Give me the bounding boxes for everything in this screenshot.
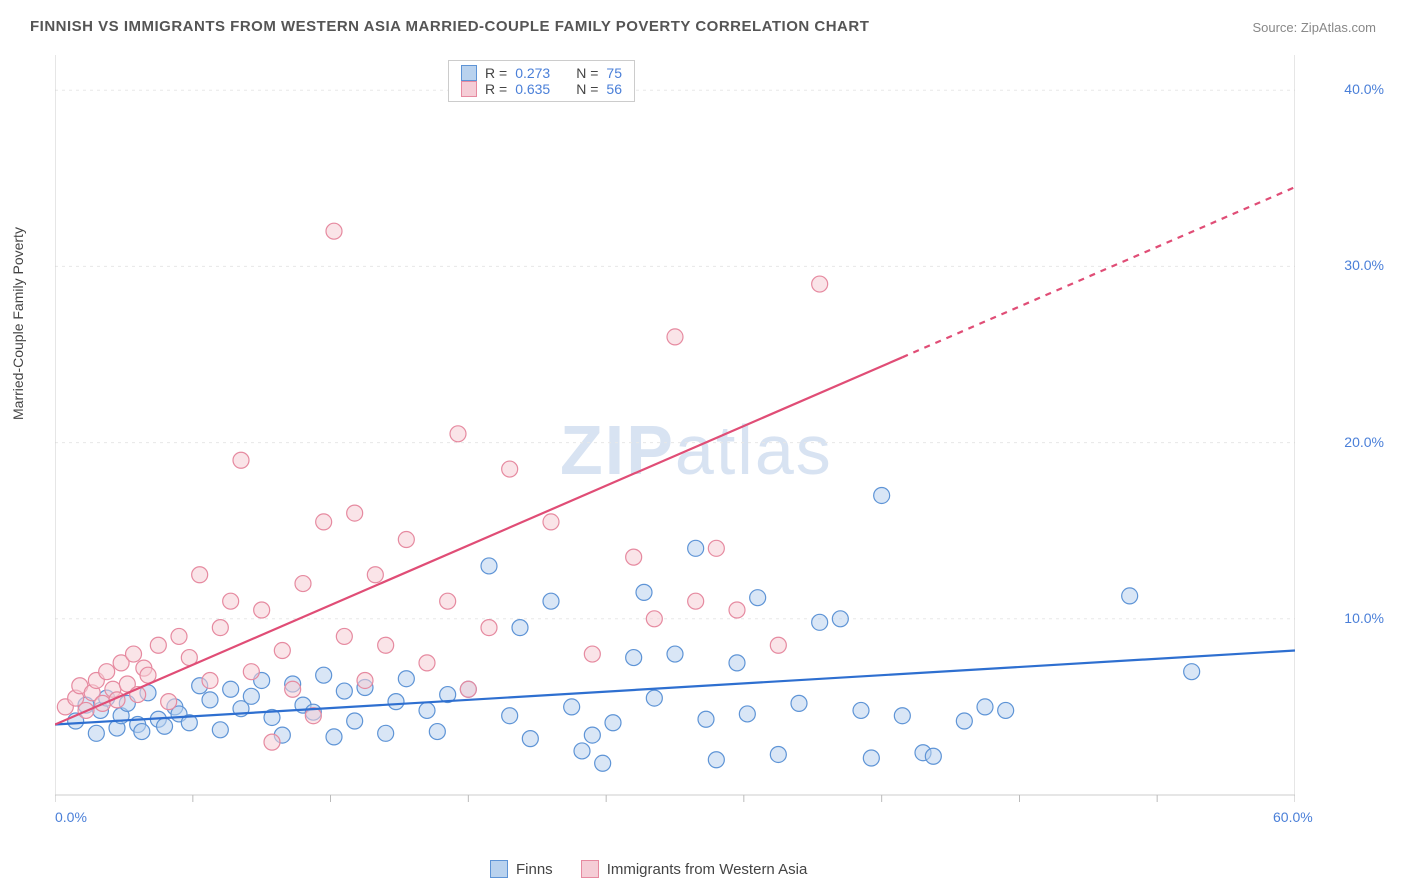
y-tick-label: 10.0%	[1344, 610, 1384, 626]
r-value: 0.635	[515, 81, 550, 97]
y-tick-label: 30.0%	[1344, 257, 1384, 273]
x-tick-label: 60.0%	[1273, 809, 1313, 825]
n-label: N =	[576, 65, 598, 81]
source-attribution: Source: ZipAtlas.com	[1252, 20, 1376, 35]
y-tick-label: 20.0%	[1344, 434, 1384, 450]
r-label: R =	[485, 65, 507, 81]
series-swatch	[461, 65, 477, 81]
stats-row: R = 0.273 N = 75	[461, 65, 622, 81]
series-swatch	[490, 860, 508, 878]
y-tick-label: 40.0%	[1344, 81, 1384, 97]
series-swatch	[461, 81, 477, 97]
legend-label: Finns	[516, 861, 553, 878]
chart-title: FINNISH VS IMMIGRANTS FROM WESTERN ASIA …	[30, 18, 869, 35]
series-legend: Finns Immigrants from Western Asia	[490, 860, 807, 878]
x-tick-label: 0.0%	[55, 809, 87, 825]
r-label: R =	[485, 81, 507, 97]
series-swatch	[581, 860, 599, 878]
y-axis-label: Married-Couple Family Poverty	[10, 227, 26, 420]
stats-row: R = 0.635 N = 56	[461, 81, 622, 97]
scatter-plot	[55, 55, 1295, 825]
correlation-stats-box: R = 0.273 N = 75 R = 0.635 N = 56	[448, 60, 635, 102]
n-value: 56	[606, 81, 622, 97]
n-label: N =	[576, 81, 598, 97]
r-value: 0.273	[515, 65, 550, 81]
legend-item: Finns	[490, 860, 553, 878]
n-value: 75	[606, 65, 622, 81]
legend-item: Immigrants from Western Asia	[581, 860, 808, 878]
legend-label: Immigrants from Western Asia	[607, 861, 808, 878]
